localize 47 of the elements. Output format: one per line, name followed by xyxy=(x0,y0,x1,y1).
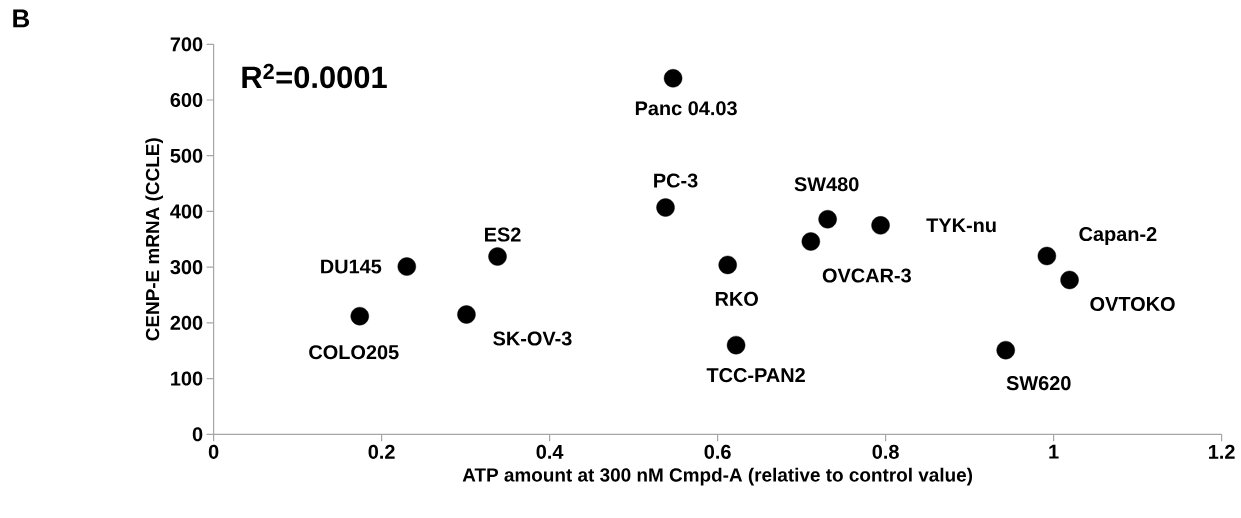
annotation: Panc 04.03 xyxy=(635,101,737,116)
x-tick-label: 1.2 xyxy=(1209,444,1235,459)
point xyxy=(488,247,507,266)
x-tick-label: 0 xyxy=(208,444,219,459)
y-tick-label: 700 xyxy=(170,37,203,52)
text: B xyxy=(13,9,30,28)
point xyxy=(663,69,683,88)
y-tick-label: 0 xyxy=(192,427,203,442)
annotation: ES2 xyxy=(485,227,521,242)
y-tick-label: 500 xyxy=(170,148,203,163)
point xyxy=(801,232,821,251)
annotation: RKO xyxy=(715,291,758,306)
annotation: COLO205 xyxy=(309,345,399,360)
x-tick-label: 0.6 xyxy=(704,444,731,459)
point xyxy=(718,255,737,275)
x-tick-label: 1 xyxy=(1049,444,1059,459)
point xyxy=(1037,246,1057,266)
annotation: R$^{2}$=0.0001 xyxy=(242,63,387,89)
point xyxy=(656,198,675,217)
y-tick-label: 200 xyxy=(170,315,203,330)
x-tick-label: 0.8 xyxy=(872,444,899,459)
y-axis-title: CENP-E mRNA (CCLE) xyxy=(145,138,163,341)
point xyxy=(871,216,890,235)
x-axis-title: ATP amount at 300 nM Cmpd-A (relative to control value) xyxy=(462,467,973,486)
x-tick-label: 0.4 xyxy=(536,444,564,459)
annotation: SW620 xyxy=(1006,376,1071,391)
point xyxy=(996,340,1015,360)
point xyxy=(818,210,837,229)
annotation: TYK-nu xyxy=(926,218,996,233)
annotation: SK-OV-3 xyxy=(493,331,572,346)
point xyxy=(457,305,476,324)
annotation: OVCAR-3 xyxy=(822,268,911,283)
y-tick-label: 100 xyxy=(171,371,203,386)
point xyxy=(726,335,746,355)
annotation: PC-3 xyxy=(654,173,698,188)
y-tick-label: 300 xyxy=(170,260,203,275)
annotation: Capan-2 xyxy=(1079,226,1157,246)
annotation: TCC-PAN2 xyxy=(706,368,805,383)
annotation: DU145 xyxy=(321,259,382,274)
y-tick-label: 400 xyxy=(170,204,203,219)
x-tick-label: 0.2 xyxy=(368,444,395,459)
annotation: OVTOKO xyxy=(1090,296,1175,312)
annotation: SW480 xyxy=(794,177,859,192)
y-tick-label: 600 xyxy=(170,92,203,108)
point xyxy=(1060,270,1079,290)
point xyxy=(397,257,417,276)
point xyxy=(350,306,369,326)
